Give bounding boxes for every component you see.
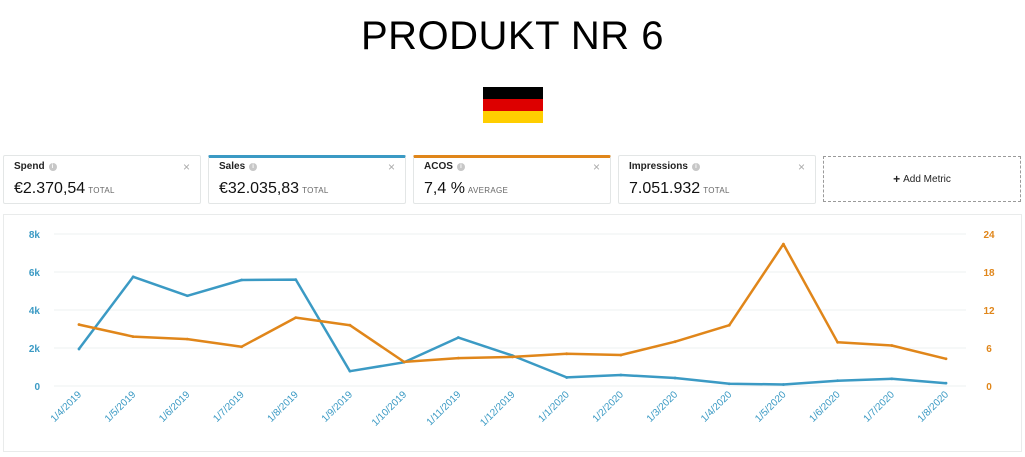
- data-point-acos: [294, 316, 298, 319]
- info-icon[interactable]: i: [249, 162, 258, 171]
- y-left-tick-label: 0: [34, 382, 40, 393]
- metric-unit: TOTAL: [302, 186, 329, 195]
- data-point-sales: [240, 278, 243, 282]
- data-point-sales: [944, 381, 948, 385]
- metric-value: 7.051.932: [629, 180, 701, 197]
- close-icon[interactable]: ×: [592, 160, 600, 174]
- x-tick-label: 1/4/2020: [699, 389, 735, 425]
- data-point-acos: [131, 335, 135, 338]
- close-icon[interactable]: ×: [182, 160, 190, 174]
- series-line-sales: [78, 275, 947, 386]
- info-icon[interactable]: i: [691, 162, 700, 171]
- x-tick-label: 1/1/2020: [536, 389, 572, 425]
- data-point-sales: [673, 376, 677, 380]
- y-right-tick-label: 0: [986, 382, 992, 393]
- x-tick-label: 1/3/2020: [645, 389, 681, 425]
- x-tick-label: 1/7/2019: [211, 389, 247, 425]
- metric-card-spend[interactable]: Spend i × €2.370,54 TOTAL: [3, 155, 201, 204]
- metric-label: ACOS: [424, 161, 453, 172]
- data-point-acos: [348, 323, 352, 327]
- line-chart: 0 2k 4k 6k 8k 0 6 12 18 24 1/4/2019 1/5/2019 1/6/201…: [29, 230, 995, 429]
- data-point-sales: [456, 336, 460, 339]
- x-tick-label: 1/8/2019: [266, 389, 302, 425]
- x-tick-label: 1/7/2020: [862, 389, 898, 425]
- add-metric-label: Add Metric: [903, 173, 951, 185]
- data-point-acos: [836, 340, 840, 344]
- add-metric-button[interactable]: + Add Metric: [823, 156, 1021, 202]
- data-point-sales: [294, 278, 298, 281]
- data-point-acos: [890, 344, 894, 347]
- x-tick-label: 1/6/2019: [157, 389, 193, 425]
- data-point-acos: [240, 345, 243, 349]
- y-left-tick-label: 8k: [29, 230, 41, 241]
- x-tick-label: 1/5/2020: [753, 389, 789, 425]
- data-point-acos: [402, 360, 406, 364]
- x-tick-label: 1/12/2019: [478, 389, 518, 429]
- plus-icon: +: [893, 172, 901, 186]
- x-tick-label: 1/8/2020: [916, 389, 952, 425]
- data-point-sales: [782, 383, 785, 386]
- flag-stripe-red: [483, 99, 543, 111]
- data-point-acos: [782, 242, 785, 246]
- metric-value: €32.035,83: [219, 180, 300, 197]
- close-icon[interactable]: ×: [387, 160, 395, 174]
- metric-unit: AVERAGE: [467, 186, 509, 195]
- close-icon[interactable]: ×: [797, 160, 805, 174]
- data-point-sales: [131, 275, 135, 279]
- y-right-tick-label: 12: [983, 306, 995, 317]
- data-point-sales: [348, 369, 352, 373]
- flag-stripe-gold: [483, 111, 543, 123]
- series-line-acos: [78, 242, 947, 364]
- metric-label: Spend: [14, 161, 45, 172]
- data-point-acos: [511, 355, 514, 359]
- data-point-sales: [836, 379, 840, 383]
- page-title: PRODUKT NR 6: [360, 14, 665, 58]
- chart-panel: 0 2k 4k 6k 8k 0 6 12 18 24 1/4/2019 1/5/2019 1/6/201…: [3, 214, 1022, 452]
- metric-card-sales[interactable]: Sales i × €32.035,83 TOTAL: [208, 155, 406, 204]
- y-left-tick-label: 2k: [29, 344, 41, 355]
- metric-card-acos[interactable]: ACOS i × 7,4 % AVERAGE: [413, 155, 611, 204]
- metric-card-impressions[interactable]: Impressions i × 7.051.932 TOTAL: [618, 155, 816, 204]
- x-tick-label: 1/9/2019: [320, 389, 356, 425]
- metric-unit: TOTAL: [88, 186, 115, 195]
- data-point-acos: [77, 323, 81, 326]
- data-point-sales: [77, 347, 81, 351]
- metric-label: Impressions: [629, 161, 688, 172]
- data-point-acos: [944, 357, 948, 361]
- metric-value: 7,4 %: [424, 180, 465, 197]
- data-point-acos: [456, 356, 460, 360]
- data-point-acos: [727, 323, 731, 327]
- data-point-acos: [185, 337, 189, 341]
- data-point-acos: [619, 353, 623, 357]
- metric-value: €2.370,54: [14, 180, 86, 197]
- data-point-acos: [565, 352, 569, 356]
- x-tick-label: 1/6/2020: [807, 389, 843, 425]
- x-tick-label: 1/5/2019: [103, 389, 139, 425]
- x-tick-label: 1/10/2019: [370, 389, 410, 429]
- flag-stripe-black: [483, 87, 543, 99]
- data-point-sales: [890, 377, 894, 381]
- x-tick-label: 1/2/2020: [591, 389, 627, 425]
- data-point-sales: [727, 382, 731, 386]
- x-tick-label: 1/4/2019: [49, 389, 85, 425]
- data-point-sales: [185, 294, 189, 298]
- y-right-tick-label: 18: [983, 268, 995, 279]
- info-icon[interactable]: i: [48, 162, 57, 171]
- metric-unit: TOTAL: [703, 186, 730, 195]
- y-left-tick-label: 6k: [29, 268, 41, 279]
- y-right-tick-label: 6: [986, 344, 992, 355]
- info-icon[interactable]: i: [456, 162, 465, 171]
- y-left-tick-label: 4k: [29, 306, 41, 317]
- metric-label: Sales: [219, 161, 246, 172]
- x-tick-label: 1/11/2019: [425, 389, 464, 428]
- y-right-tick-label: 24: [983, 230, 995, 241]
- data-point-sales: [565, 376, 569, 379]
- germany-flag-icon: [483, 87, 543, 123]
- data-point-sales: [619, 373, 623, 377]
- data-point-acos: [673, 340, 677, 344]
